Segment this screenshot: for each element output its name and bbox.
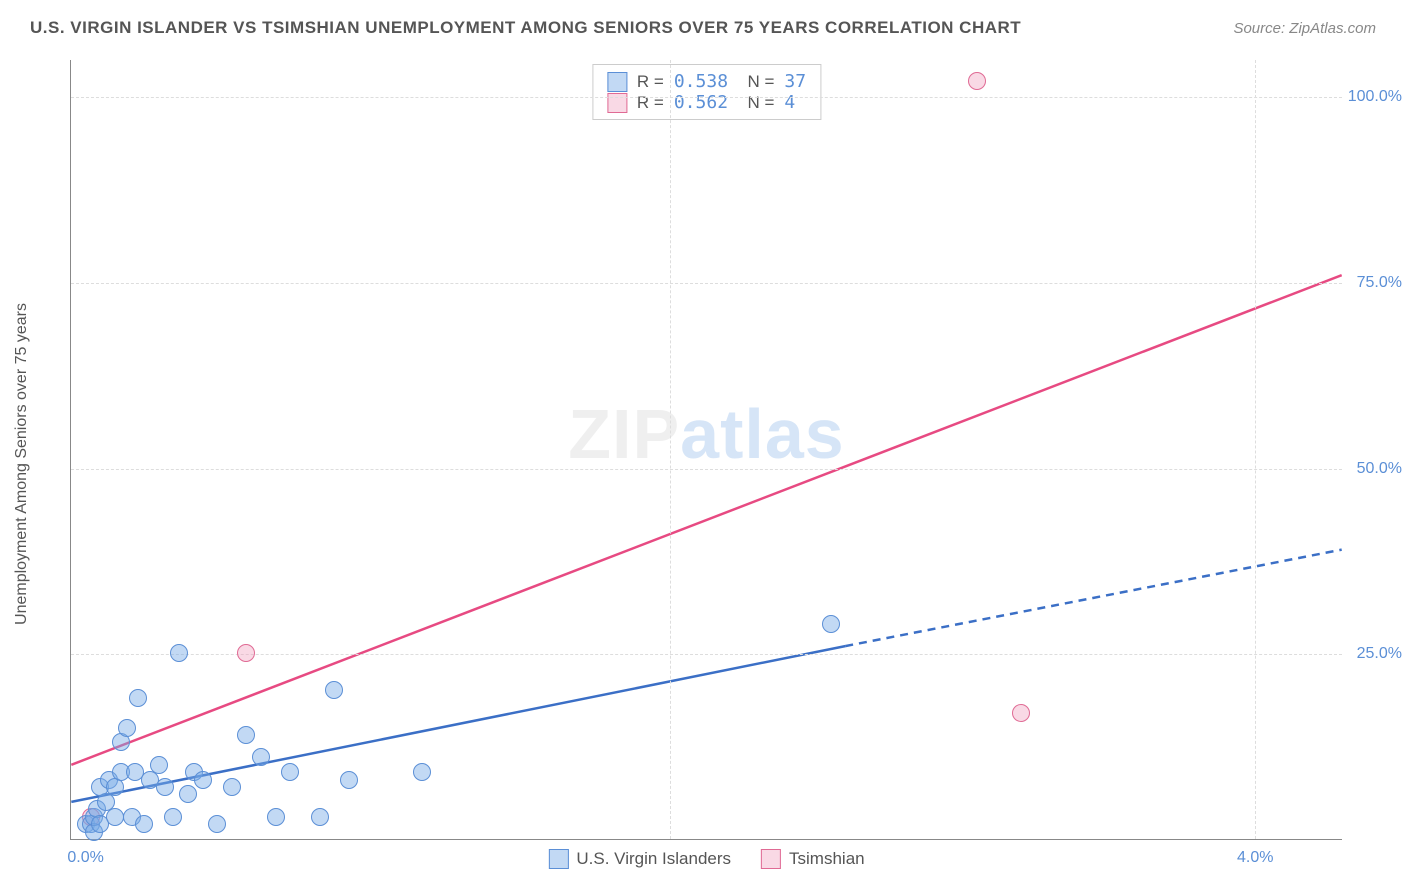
gridline-vertical: [1255, 60, 1256, 839]
data-point: [281, 763, 299, 781]
trend-lines-layer: [71, 60, 1342, 839]
legend-label: Tsimshian: [789, 849, 865, 869]
data-point: [237, 726, 255, 744]
stat-r-value: 0.562: [674, 92, 728, 113]
data-point: [164, 808, 182, 826]
data-point: [237, 644, 255, 662]
data-point: [311, 808, 329, 826]
data-point: [156, 778, 174, 796]
data-point: [413, 763, 431, 781]
stat-row: R = 0.538 N = 37: [607, 71, 806, 92]
watermark: ZIPatlas: [568, 394, 844, 474]
x-tick-label: 0.0%: [67, 849, 103, 867]
data-point: [325, 681, 343, 699]
x-tick-label: 4.0%: [1237, 849, 1273, 867]
data-point: [170, 644, 188, 662]
source-attribution: Source: ZipAtlas.com: [1233, 20, 1376, 37]
legend-label: U.S. Virgin Islanders: [576, 849, 731, 869]
legend-item: U.S. Virgin Islanders: [548, 849, 731, 869]
y-tick-label: 50.0%: [1357, 460, 1402, 478]
stat-n-value: 4: [784, 92, 795, 113]
data-point: [223, 778, 241, 796]
stat-row: R = 0.562 N = 4: [607, 92, 806, 113]
stat-n-value: 37: [784, 71, 806, 92]
y-axis-label: Unemployment Among Seniors over 75 years: [13, 303, 31, 625]
data-point: [340, 771, 358, 789]
y-tick-label: 25.0%: [1357, 645, 1402, 663]
chart-container: Unemployment Among Seniors over 75 years…: [52, 60, 1382, 868]
data-point: [135, 815, 153, 833]
stat-r-label: R =: [637, 93, 664, 113]
data-point: [822, 615, 840, 633]
data-point: [106, 808, 124, 826]
plot-area: ZIPatlas R =0.538 N =37R =0.562 N = 4 U.…: [70, 60, 1342, 840]
stat-r-label: R =: [637, 72, 664, 92]
data-point: [194, 771, 212, 789]
bottom-legend: U.S. Virgin Islanders Tsimshian: [548, 849, 864, 869]
gridline-vertical: [670, 60, 671, 839]
gridline-horizontal: [71, 469, 1342, 470]
data-point: [267, 808, 285, 826]
y-tick-label: 75.0%: [1357, 274, 1402, 292]
data-point: [118, 719, 136, 737]
stat-n-label: N =: [738, 72, 774, 92]
data-point: [1012, 704, 1030, 722]
chart-title: U.S. VIRGIN ISLANDER VS TSIMSHIAN UNEMPL…: [30, 18, 1021, 38]
y-tick-label: 100.0%: [1348, 88, 1402, 106]
data-point: [150, 756, 168, 774]
legend-swatch: [761, 849, 781, 869]
data-point: [208, 815, 226, 833]
data-point: [968, 72, 986, 90]
gridline-horizontal: [71, 283, 1342, 284]
gridline-horizontal: [71, 97, 1342, 98]
stat-swatch: [607, 72, 627, 92]
legend-swatch: [548, 849, 568, 869]
stat-n-label: N =: [738, 93, 774, 113]
correlation-stats-box: R = 0.538 N = 37 R = 0.562 N = 4: [592, 64, 821, 120]
data-point: [129, 689, 147, 707]
data-point: [179, 785, 197, 803]
stat-r-value: 0.538: [674, 71, 728, 92]
stat-swatch: [607, 93, 627, 113]
data-point: [252, 748, 270, 766]
gridline-horizontal: [71, 654, 1342, 655]
legend-item: Tsimshian: [761, 849, 865, 869]
